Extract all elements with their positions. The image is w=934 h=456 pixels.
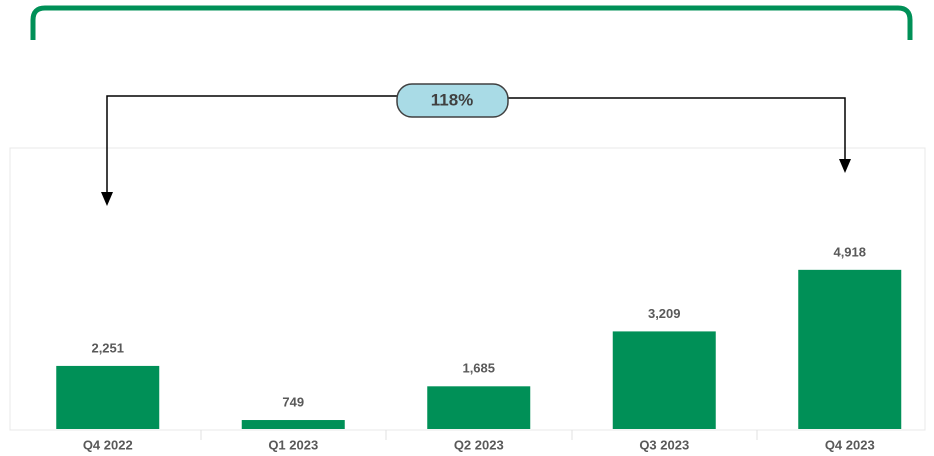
arrow-right: [839, 159, 851, 173]
data-label: 3,209: [648, 306, 681, 321]
data-label: 749: [282, 394, 304, 409]
bar: [612, 331, 716, 429]
annotation: 118%: [431, 90, 474, 109]
bar: [798, 269, 902, 429]
x-tick-label: Q3 2023: [639, 437, 689, 452]
data-label: 2,251: [91, 340, 124, 355]
x-tick-label: Q1 2023: [268, 437, 318, 452]
bar: [427, 386, 531, 429]
connector-right: [508, 97, 846, 162]
x-tick-label: Q4 2022: [83, 437, 133, 452]
plot-frame: [9, 147, 926, 431]
data-label: 4,918: [833, 244, 866, 259]
connector-left: [106, 95, 397, 195]
brace: [30, 5, 913, 40]
x-tick-label: Q4 2023: [825, 437, 875, 452]
bar: [241, 420, 345, 429]
data-label: 1,685: [462, 361, 495, 376]
annotation-pill: [396, 83, 509, 118]
x-tick-label: Q2 2023: [454, 437, 504, 452]
arrow-left: [101, 192, 113, 206]
separators: [200, 430, 758, 440]
bar: [56, 365, 160, 429]
